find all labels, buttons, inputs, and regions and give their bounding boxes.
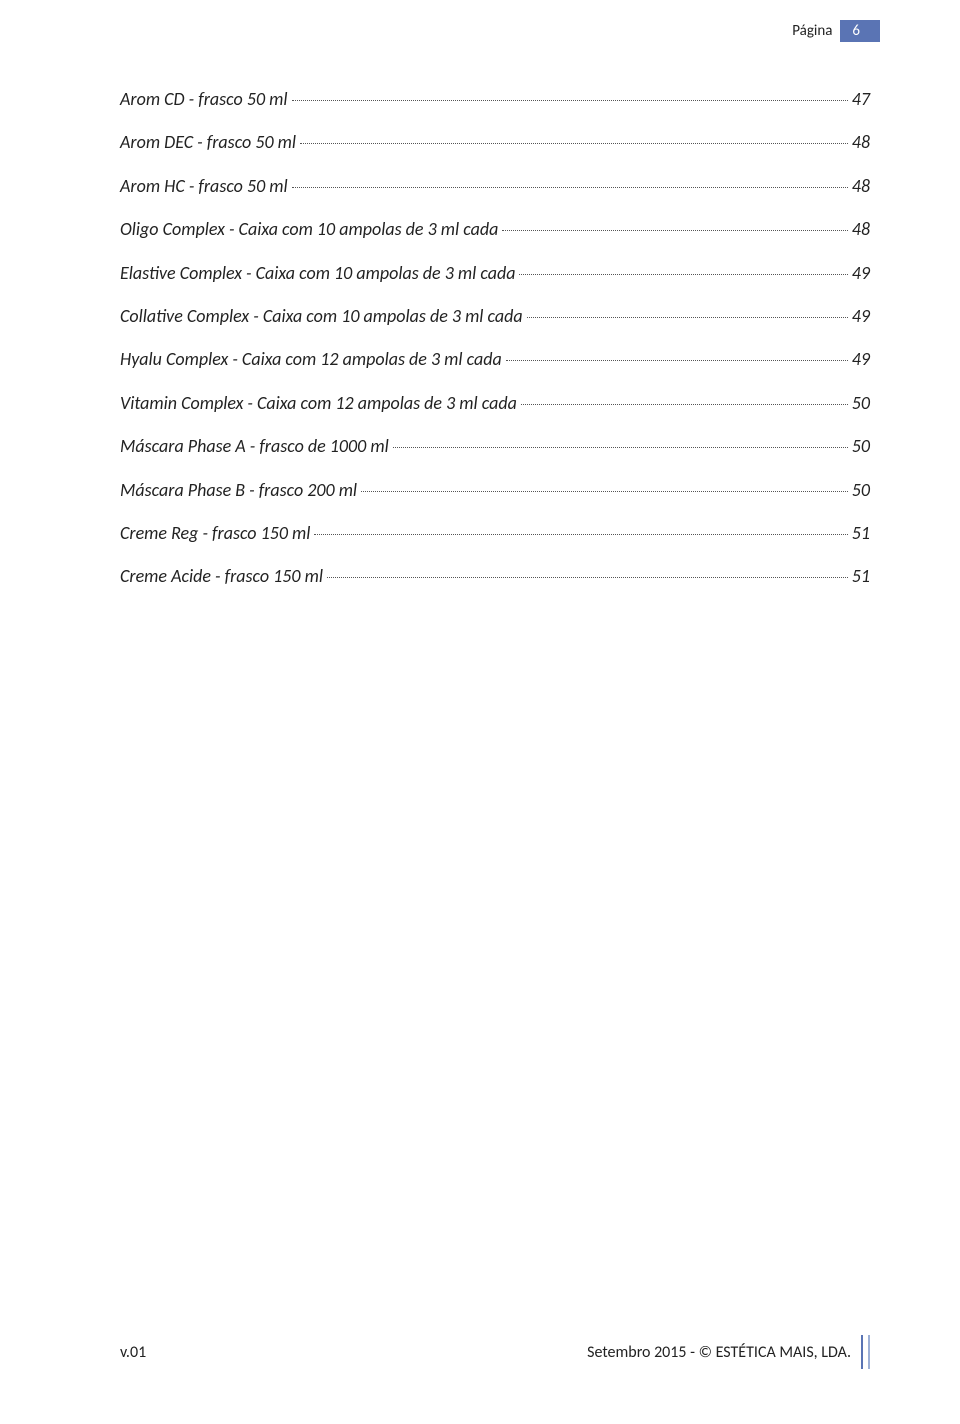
toc-entry-page: 49 xyxy=(852,262,870,285)
toc-entry-page: 50 xyxy=(852,479,870,502)
toc-entry-page: 49 xyxy=(852,305,870,328)
toc-entry-title: Oligo Complex - Caixa com 10 ampolas de … xyxy=(120,218,498,241)
toc-entry[interactable]: Máscara Phase B - frasco 200 ml 50 xyxy=(120,479,870,502)
toc-entry-page: 48 xyxy=(852,218,870,241)
header-page-number: 6 xyxy=(840,20,880,42)
toc-entry-title: Hyalu Complex - Caixa com 12 ampolas de … xyxy=(120,348,502,371)
toc-entry-title: Vitamin Complex - Caixa com 12 ampolas d… xyxy=(120,392,517,415)
toc-entry-title: Elastive Complex - Caixa com 10 ampolas … xyxy=(120,262,515,285)
toc-entry-page: 47 xyxy=(852,88,870,111)
toc-entry-title: Arom HC - frasco 50 ml xyxy=(120,175,288,198)
footer-vbar-icon xyxy=(861,1335,870,1369)
toc-entry-page: 50 xyxy=(852,392,870,415)
toc-entry[interactable]: Arom HC - frasco 50 ml 48 xyxy=(120,175,870,198)
toc-leader xyxy=(292,100,848,101)
toc-entry[interactable]: Collative Complex - Caixa com 10 ampolas… xyxy=(120,305,870,328)
toc-entry[interactable]: Oligo Complex - Caixa com 10 ampolas de … xyxy=(120,218,870,241)
toc-leader xyxy=(314,534,847,535)
toc-entry-page: 51 xyxy=(852,565,870,588)
footer-copyright: Setembro 2015 - © ESTÉTICA MAIS, LDA. xyxy=(587,1343,851,1362)
toc-leader xyxy=(527,317,848,318)
toc-entry-page: 48 xyxy=(852,175,870,198)
toc-leader xyxy=(361,491,848,492)
toc-leader xyxy=(327,577,848,578)
toc-entry-title: Creme Reg - frasco 150 ml xyxy=(120,522,310,545)
footer-version: v.01 xyxy=(120,1343,146,1362)
toc-leader xyxy=(300,143,848,144)
header-label: Página xyxy=(792,22,832,40)
toc-leader xyxy=(502,230,847,231)
toc-entry[interactable]: Creme Reg - frasco 150 ml 51 xyxy=(120,522,870,545)
toc-entry[interactable]: Arom DEC - frasco 50 ml 48 xyxy=(120,131,870,154)
toc-entry-title: Máscara Phase A - frasco de 1000 ml xyxy=(120,435,389,458)
toc-entry-page: 50 xyxy=(852,435,870,458)
toc-leader xyxy=(519,274,847,275)
toc-entry[interactable]: Arom CD - frasco 50 ml 47 xyxy=(120,88,870,111)
footer-right: Setembro 2015 - © ESTÉTICA MAIS, LDA. xyxy=(587,1335,870,1369)
page-footer: v.01 Setembro 2015 - © ESTÉTICA MAIS, LD… xyxy=(120,1335,870,1369)
toc-entry-title: Arom CD - frasco 50 ml xyxy=(120,88,288,111)
toc-leader xyxy=(292,187,848,188)
toc-entry[interactable]: Hyalu Complex - Caixa com 12 ampolas de … xyxy=(120,348,870,371)
toc-entry[interactable]: Vitamin Complex - Caixa com 12 ampolas d… xyxy=(120,392,870,415)
toc-entry[interactable]: Elastive Complex - Caixa com 10 ampolas … xyxy=(120,262,870,285)
toc-entry[interactable]: Creme Acide - frasco 150 ml 51 xyxy=(120,565,870,588)
page-header: Página 6 xyxy=(792,20,880,42)
toc-entry-page: 51 xyxy=(852,522,870,545)
toc-entry-title: Creme Acide - frasco 150 ml xyxy=(120,565,323,588)
toc-leader xyxy=(521,404,848,405)
toc-leader xyxy=(506,360,848,361)
toc-entry-title: Máscara Phase B - frasco 200 ml xyxy=(120,479,357,502)
toc-entry-title: Collative Complex - Caixa com 10 ampolas… xyxy=(120,305,523,328)
toc-entry-page: 48 xyxy=(852,131,870,154)
table-of-contents: Arom CD - frasco 50 ml 47 Arom DEC - fras… xyxy=(120,88,870,589)
toc-entry-page: 49 xyxy=(852,348,870,371)
toc-leader xyxy=(393,447,848,448)
toc-entry[interactable]: Máscara Phase A - frasco de 1000 ml 50 xyxy=(120,435,870,458)
page: Página 6 Arom CD - frasco 50 ml 47 Arom D… xyxy=(0,0,960,1424)
toc-entry-title: Arom DEC - frasco 50 ml xyxy=(120,131,296,154)
